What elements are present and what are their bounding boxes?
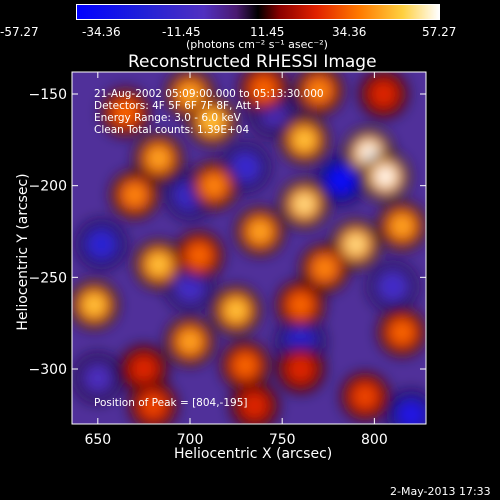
y-tick-label: −200 [29,179,67,195]
colorbar-units: (photons cm⁻² s⁻¹ asec⁻²) [186,38,328,51]
negative-source-core [87,368,108,389]
negative-source-core [382,276,403,297]
negative-source-core [401,404,422,424]
emission-source-core [235,355,256,376]
info-energy-range: Energy Range: 3.0 - 6.0 keV [94,112,241,124]
emission-source-core [226,300,247,321]
y-axis-label: Heliocentric Y (arcsec) [15,173,31,331]
emission-source-core [253,78,274,99]
emission-source-core [290,294,311,315]
colorbar [76,4,440,20]
info-time-range: 21-Aug-2002 05:09:00.000 to 05:13:30.000 [94,88,324,100]
emission-source-core [244,395,265,416]
plot-frame [71,71,427,425]
x-tick-label: 750 [269,432,296,448]
colorbar-tick-3: -11.45 [162,25,201,39]
footer-date: 2-May-2013 17:33 [390,485,491,498]
peak-position: Position of Peak = [804,-195] [94,397,248,409]
y-tick-label: −300 [29,362,67,378]
x-tick-label: 700 [177,432,204,448]
emission-source-core [375,166,396,187]
emission-source-core [148,254,169,275]
colorbar-tick-1: -57.27 [0,25,39,39]
emission-source-core [124,184,145,205]
colorbar-tick-6: 57.27 [422,25,457,39]
negative-source-core [235,157,256,178]
emission-source-core [148,148,169,169]
x-axis-label: Heliocentric X (arcsec) [174,446,333,462]
emission-source-core [180,84,200,104]
y-tick-label: −150 [29,87,67,103]
emission-source-core [294,129,315,150]
emission-source-core [84,294,105,315]
emission-source-core [314,258,335,279]
negative-source-core [180,276,200,297]
emission-source-core [115,102,136,123]
chart-title: Reconstructed RHESSI Image [128,52,377,72]
emission-source-core [373,84,394,104]
negative-source-core [91,234,112,255]
emission-source-core [290,359,311,379]
emission-source-core [309,80,330,101]
x-tick-label: 650 [84,432,111,448]
emission-source-core [133,359,154,379]
colorbar-tick-4: 11.45 [250,25,285,39]
emission-source-core [294,194,315,214]
emission-source-core [345,234,366,255]
emission-source-core [143,395,164,416]
info-detectors: Detectors: 4F 5F 6F 7F 8F, Att 1 [94,100,261,112]
colorbar-tick-5: 34.36 [332,25,367,39]
emission-source-core [355,386,376,407]
emission-source-core [180,331,200,352]
emission-source-core [392,322,413,343]
y-tick-label: −250 [29,270,67,286]
emission-source-core [392,216,413,236]
negative-source-core [331,170,352,191]
colorbar-tick-2: -34.36 [82,25,121,39]
emission-source-core [203,175,224,196]
emission-source-core [250,221,271,242]
info-counts: Clean Total counts: 1.39E+04 [94,124,250,136]
emission-source-core [202,111,223,132]
emission-source-core [189,245,210,266]
x-tick-label: 800 [361,432,388,448]
